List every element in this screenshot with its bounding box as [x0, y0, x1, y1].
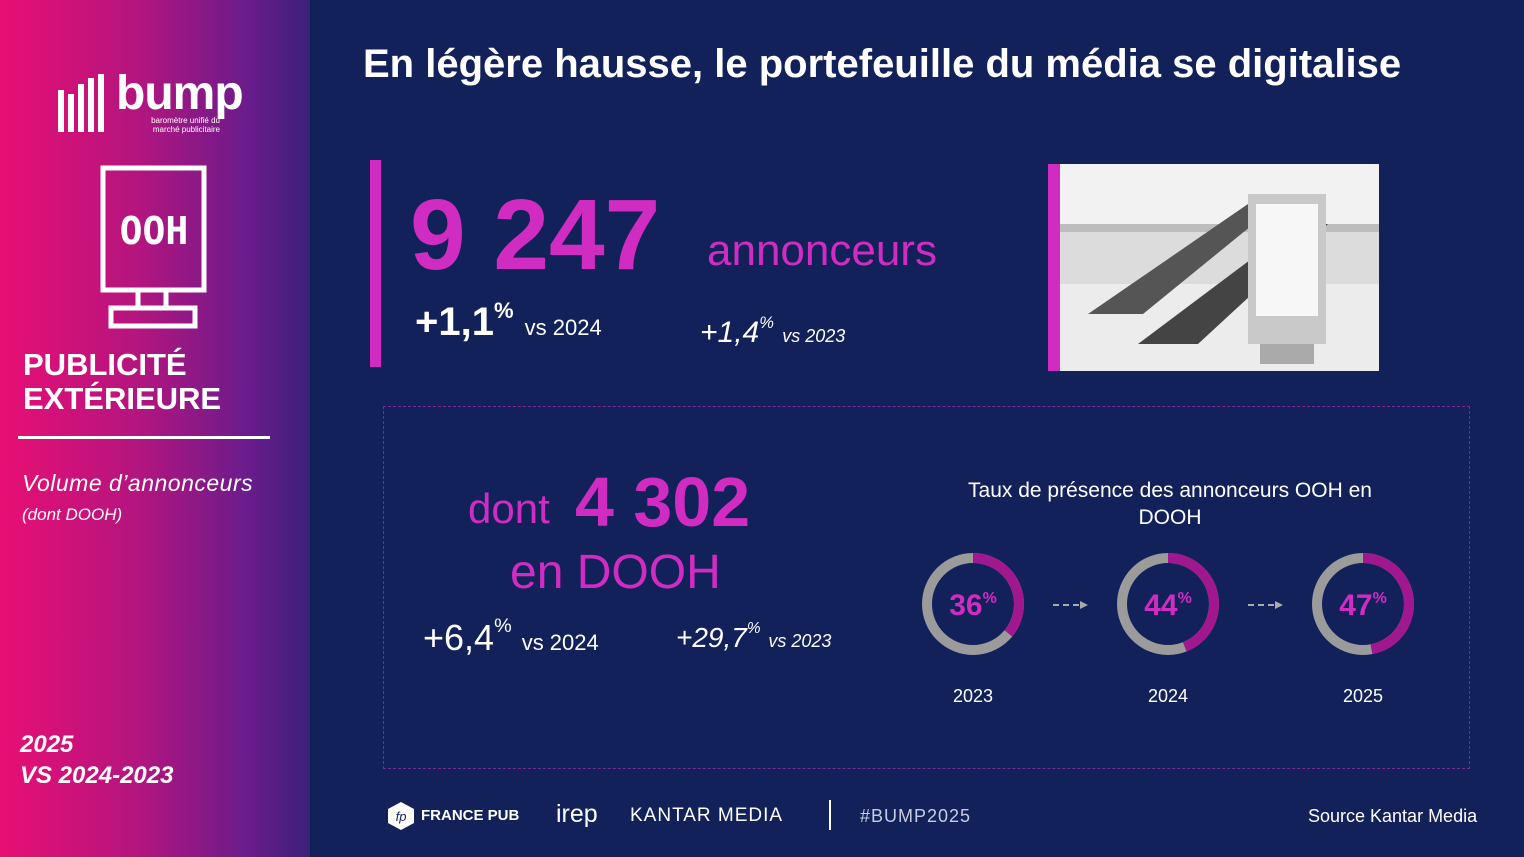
donut-unit: %: [1178, 590, 1192, 607]
ooh-icon: OOH: [100, 165, 207, 329]
partner-logo: FRANCE PUB: [421, 807, 520, 824]
donut-year: 2025: [1343, 686, 1383, 706]
donut-chart: 36% 2023 44% 2024 47% 2025: [922, 553, 1414, 706]
change-unit: %: [746, 620, 761, 638]
change: +1,1% vs 2024: [415, 297, 602, 345]
france-pub-icon: fp: [388, 802, 414, 830]
donut-arc: [922, 553, 1024, 655]
period-line: 2025: [20, 731, 74, 758]
change-label: vs 2023: [782, 326, 846, 346]
donut-arc: [1117, 553, 1219, 655]
period-line: VS 2024-2023: [20, 762, 174, 789]
donut-year: 2023: [953, 686, 993, 706]
partner-logo: irep: [556, 800, 598, 828]
change: +1,4% vs 2023: [700, 314, 846, 350]
section-title-line: EXTÉRIEURE: [23, 381, 222, 416]
divider: [18, 436, 270, 439]
change-unit: %: [493, 297, 514, 323]
change-label: vs 2024: [524, 315, 602, 340]
dooh-box: [383, 406, 1470, 769]
dooh-label: en DOOH: [510, 546, 721, 599]
change: +29,7% vs 2023: [676, 620, 832, 654]
sidebar: bump baromètre unifié du marché publicit…: [0, 0, 310, 857]
accent-bar: [370, 160, 381, 367]
donut-label: 44%: [1144, 589, 1192, 622]
change-value: +1,1: [415, 300, 494, 344]
dooh-value: 4 302: [575, 463, 751, 541]
arrow-head: [1080, 601, 1088, 609]
donut-value: 44: [1144, 589, 1178, 622]
photo: [1048, 164, 1379, 371]
section-title: PUBLICITÉ EXTÉRIEURE: [23, 348, 221, 416]
svg-text:fp: fp: [396, 809, 407, 824]
change-value: +29,7: [676, 622, 747, 653]
total-label: annonceurs: [707, 226, 937, 275]
change-value: +6,4: [423, 617, 495, 658]
donut-unit: %: [1373, 590, 1387, 607]
ooh-icon-label: OOH: [120, 209, 189, 253]
total-value: 9 247: [410, 179, 661, 291]
change-label: vs 2024: [521, 630, 599, 655]
donut-label: 36%: [949, 589, 997, 622]
donut-label: 47%: [1339, 589, 1387, 622]
dooh-prefix: dont: [468, 485, 550, 532]
title: En légère hausse, le portefeuille du méd…: [363, 42, 1402, 86]
section-title-line: PUBLICITÉ: [23, 347, 187, 382]
partner-logo: KANTAR MEDIA: [630, 805, 784, 826]
bump-logo: bump: [116, 67, 244, 120]
hashtag: #BUMP2025: [860, 806, 972, 826]
change-unit: %: [759, 314, 774, 333]
metric-label: Volume d’annonceurs: [22, 470, 254, 496]
metric-sublabel: (dont DOOH): [22, 505, 123, 524]
donut-arc: [1312, 553, 1414, 655]
change-unit: %: [494, 615, 512, 638]
donut-title: Taux de présence des annonceurs OOH en D…: [968, 479, 1372, 529]
change-value: +1,4: [700, 316, 760, 349]
donut-value: 47: [1339, 589, 1372, 622]
footer-divider: [829, 800, 831, 830]
change-label: vs 2023: [768, 631, 832, 651]
period: 2025 VS 2024-2023: [20, 729, 173, 791]
source: Source Kantar Media: [1308, 806, 1478, 826]
bump-tagline: baromètre unifié du marché publicitaire: [151, 116, 220, 134]
arrow-head: [1275, 601, 1283, 609]
change: +6,4% vs 2024: [423, 615, 599, 659]
donut-unit: %: [983, 590, 997, 607]
donut-year: 2024: [1148, 686, 1188, 706]
donut-value: 36: [949, 589, 982, 622]
bump-icon: [58, 74, 104, 132]
